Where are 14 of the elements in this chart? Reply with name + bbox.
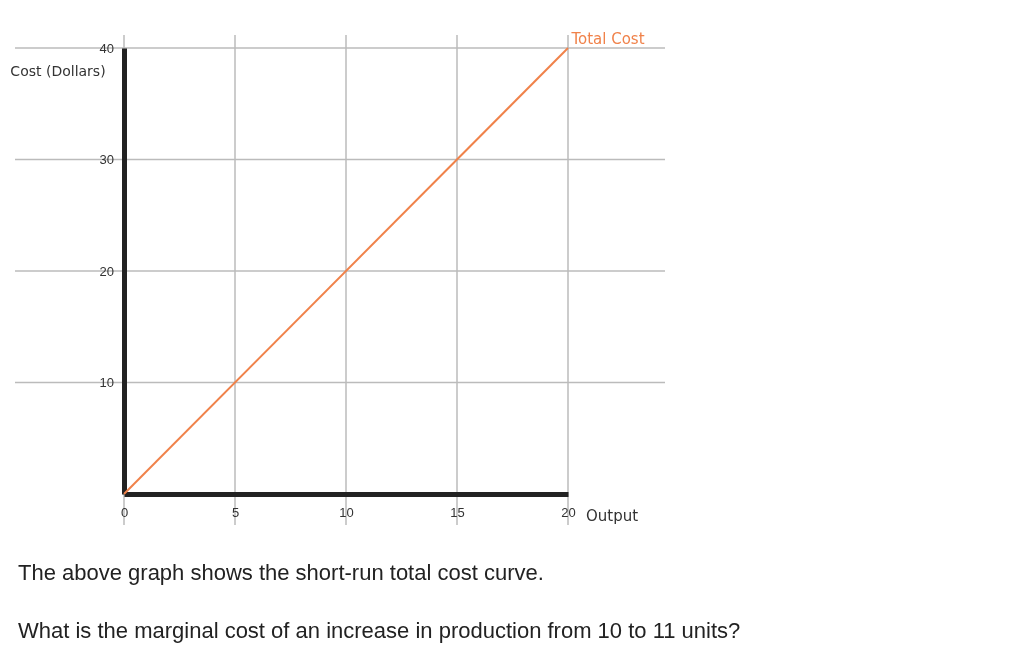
- y-tick-label: 30: [99, 152, 114, 168]
- text: What is the marginal cost of an increase in production from 10 to 11 units?: [18, 618, 741, 643]
- y-axis-title: Cost (Dollars): [10, 63, 106, 79]
- y-tick-label: 40: [99, 40, 114, 56]
- text: The above graph shows the short-run total cost curve.: [18, 560, 544, 585]
- x-tick-label: 20: [561, 505, 576, 521]
- x-axis-title: Output: [586, 507, 639, 525]
- y-tick-label: 20: [99, 263, 114, 279]
- x-tick-label: 15: [450, 505, 465, 521]
- x-tick-label: 0: [120, 505, 129, 521]
- y-tick-label: 10: [99, 375, 114, 391]
- x-tick-label: 10: [339, 505, 354, 521]
- series-label: Total Cost: [570, 30, 645, 48]
- x-tick-label: 5: [231, 505, 240, 521]
